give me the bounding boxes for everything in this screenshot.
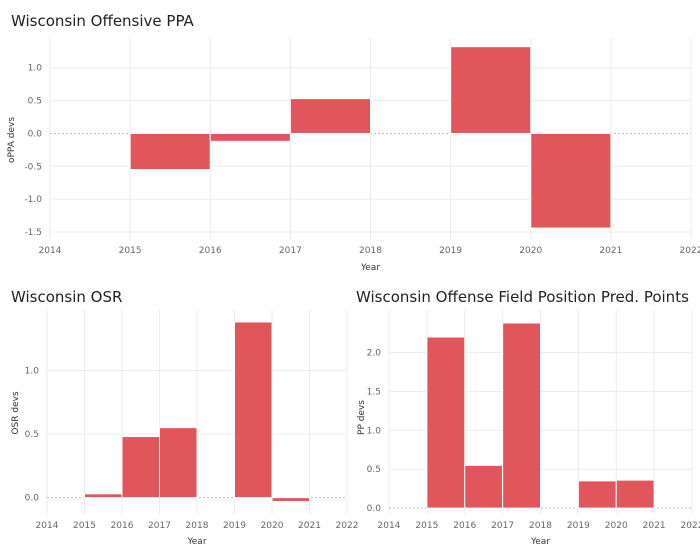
y-axis-label: oPPA devs: [7, 117, 17, 163]
y-tick-label: 0.0: [367, 504, 382, 514]
bar-2016: [121, 436, 160, 499]
y-tick-label: 0.5: [25, 430, 39, 440]
bar-2019: [234, 321, 273, 499]
y-tick-label: -1.0: [24, 195, 42, 205]
x-tick-label: 2018: [359, 246, 382, 256]
y-tick-label: 0.5: [367, 465, 381, 475]
x-tick-label: 2016: [199, 246, 222, 256]
y-tick-label: -1.5: [24, 228, 42, 238]
x-tick-label: 2016: [453, 521, 476, 531]
x-tick-label: 2021: [643, 521, 666, 531]
x-tick-label: 2017: [491, 521, 514, 531]
x-tick-label: 2020: [261, 521, 284, 531]
x-tick-label: 2018: [529, 521, 552, 531]
x-tick-label: 2017: [279, 246, 302, 256]
y-tick-label: 1.0: [28, 64, 43, 74]
x-axis-label: Year: [360, 263, 380, 273]
x-axis-label: Year: [186, 537, 206, 547]
bar-2019: [577, 480, 617, 509]
bar-2019: [450, 46, 532, 134]
x-tick-label: 2017: [148, 521, 171, 531]
x-tick-label: 2021: [599, 246, 622, 256]
x-tick-label: 2020: [605, 521, 628, 531]
y-tick-label: 0.5: [28, 97, 42, 107]
chart-panel-osr: Wisconsin OSR 0.0 0.5 1.0 2014 2015 2016 2017 2…: [0, 282, 358, 560]
bar-2015: [426, 336, 466, 509]
bar-2017: [502, 322, 541, 509]
y-tick-label: 0.0: [25, 494, 40, 504]
x-tick-label: 2014: [39, 246, 62, 256]
x-tick-label: 2020: [519, 246, 542, 256]
x-tick-label: 2014: [36, 521, 59, 531]
y-axis-label: PP devs: [357, 400, 367, 435]
x-tick-label: 2015: [73, 521, 96, 531]
chart-title: Wisconsin Offensive PPA: [11, 12, 194, 30]
x-tick-label: 2018: [186, 521, 209, 531]
y-axis-label: OSR devs: [11, 391, 21, 434]
y-tick-label: 0.0: [28, 129, 43, 139]
x-tick-label: 2019: [223, 521, 246, 531]
y-tick-label: 2.0: [367, 349, 382, 359]
x-tick-label: 2022: [336, 521, 359, 531]
x-axis-label: Year: [530, 537, 550, 547]
chart-title: Wisconsin Offense Field Position Pred. P…: [356, 288, 689, 306]
bar-2015: [84, 493, 123, 499]
bar-2016: [209, 132, 291, 142]
x-tick-label: 2019: [439, 246, 462, 256]
y-tick-label: 1.0: [367, 426, 382, 436]
bar-2017: [159, 427, 198, 499]
y-tick-label: 1.0: [25, 366, 40, 376]
bar-2020: [615, 479, 655, 509]
bar-2017: [289, 98, 371, 134]
y-tick-label: 1.5: [367, 387, 381, 397]
y-tick-label: -0.5: [24, 162, 42, 172]
x-tick-label: 2022: [681, 521, 700, 531]
x-tick-label: 2021: [298, 521, 321, 531]
bar-2020: [530, 132, 612, 229]
x-tick-label: 2016: [111, 521, 134, 531]
x-tick-label: 2014: [378, 521, 401, 531]
chart-plot-osr: 0.0 0.5 1.0 2014 2015 2016 2017 2018 2019 2020 202…: [11, 310, 358, 547]
bar-2020: [271, 497, 310, 502]
chart-panel-offensive-ppa: Wisconsin Offensive PPA -1.5 -1.0 -0.5 0.0 0…: [7, 12, 700, 273]
x-tick-label: 2015: [119, 246, 142, 256]
chart-title: Wisconsin OSR: [11, 288, 123, 306]
chart-panel-field-position: Wisconsin Offense Field Position Pred. P…: [350, 282, 700, 560]
chart-plot-offensive-ppa: -1.5 -1.0 -0.5 0.0 0.5 1.0 2014 2015 2016 2017 201…: [7, 38, 700, 273]
chart-plot-field-position: 0.0 0.5 1.0 1.5 2.0 2014 2015 2016 2017 2018 2019 2…: [357, 310, 700, 547]
x-tick-label: 2022: [680, 246, 700, 256]
bar-2015: [129, 132, 211, 171]
bar-2016: [464, 464, 504, 509]
x-tick-label: 2015: [415, 521, 438, 531]
x-tick-label: 2019: [567, 521, 590, 531]
